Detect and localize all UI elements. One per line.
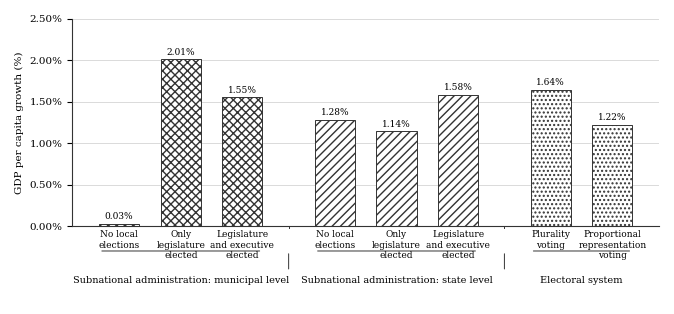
- Text: 0.03%: 0.03%: [104, 212, 133, 221]
- Text: Electoral system: Electoral system: [541, 276, 623, 285]
- Bar: [592, 125, 632, 226]
- Bar: [160, 59, 201, 226]
- Text: Subnational administration: municipal level: Subnational administration: municipal le…: [73, 276, 289, 285]
- Text: 1.14%: 1.14%: [382, 120, 411, 129]
- Text: 2.01%: 2.01%: [166, 48, 195, 57]
- Text: 1.55%: 1.55%: [228, 86, 257, 95]
- Text: 1.28%: 1.28%: [321, 108, 349, 117]
- Text: 1.22%: 1.22%: [598, 113, 627, 122]
- Bar: [438, 95, 479, 226]
- Y-axis label: GDP per capita growth (%): GDP per capita growth (%): [15, 51, 24, 193]
- Bar: [377, 132, 417, 226]
- Bar: [530, 90, 571, 226]
- Bar: [222, 97, 262, 226]
- Text: Subnational administration: state level: Subnational administration: state level: [301, 276, 493, 285]
- Bar: [315, 120, 355, 226]
- Text: 1.64%: 1.64%: [537, 78, 565, 87]
- Text: 1.58%: 1.58%: [443, 84, 472, 92]
- Bar: [99, 224, 139, 226]
